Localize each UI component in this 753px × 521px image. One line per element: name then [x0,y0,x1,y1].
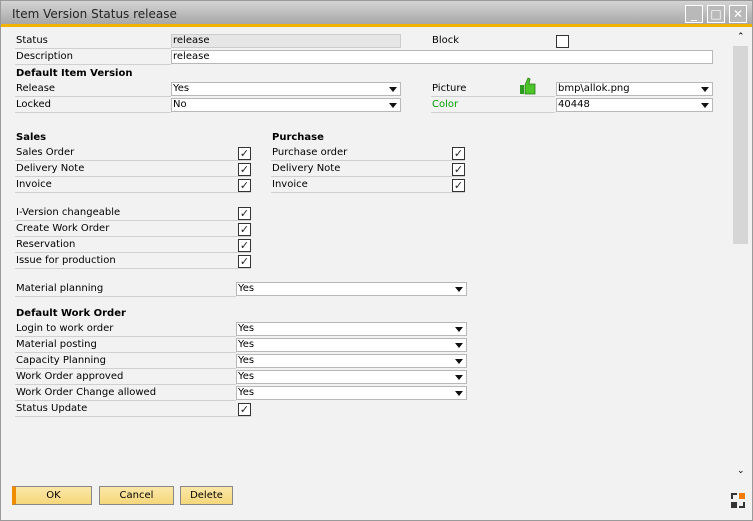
status-label: Status [15,33,171,49]
default-work-order-heading: Default Work Order [16,308,126,319]
option-checkbox[interactable]: ✓ [238,255,251,268]
status-update-label: Status Update [15,401,251,417]
chevron-down-icon [455,391,463,396]
description-input[interactable]: release [171,50,713,64]
material-planning-select[interactable]: Yes [236,282,467,296]
work-order-item-label: Work Order approved [15,369,236,385]
work-order-select[interactable]: Yes [236,370,467,384]
chevron-down-icon [389,87,397,92]
purchase-item-label: Delivery Note [271,161,465,177]
purchase-heading: Purchase [272,132,324,143]
maximize-button[interactable]: □ [707,5,725,23]
sales-checkbox[interactable]: ✓ [238,147,251,160]
color-value: 40448 [558,99,590,110]
chevron-down-icon [455,359,463,364]
picture-label: Picture [431,81,555,97]
material-planning-value: Yes [238,283,255,294]
color-label: Color [431,97,555,113]
work-order-select[interactable]: Yes [236,322,467,336]
sales-checkbox[interactable]: ✓ [238,163,251,176]
default-item-version-heading: Default Item Version [16,68,133,79]
option-label: Create Work Order [15,221,251,237]
work-order-select[interactable]: Yes [236,338,467,352]
description-label: Description [15,49,171,65]
locked-label: Locked [15,97,171,113]
sales-checkbox[interactable]: ✓ [238,179,251,192]
work-order-value: Yes [238,339,255,350]
purchase-item-label: Invoice [271,177,465,193]
picture-value: bmp\allok.png [558,83,630,94]
thumbs-up-icon [520,77,536,95]
option-checkbox[interactable]: ✓ [238,223,251,236]
material-planning-label: Material planning [15,281,236,297]
purchase-item-label: Purchase order [271,145,465,161]
scroll-up-icon[interactable]: ⌃ [737,32,745,42]
window-title: Item Version Status release [12,7,177,21]
chevron-down-icon [389,103,397,108]
ok-button[interactable]: OK [12,486,92,505]
chevron-down-icon [455,343,463,348]
title-bar[interactable]: Item Version Status release _ □ ✕ [1,1,752,27]
minimize-button[interactable]: _ [685,5,703,23]
work-order-value: Yes [238,371,255,382]
cancel-button[interactable]: Cancel [99,486,174,505]
sales-item-label: Sales Order [15,145,251,161]
chevron-down-icon [455,375,463,380]
purchase-checkbox[interactable]: ✓ [452,179,465,192]
work-order-item-label: Login to work order [15,321,236,337]
chevron-down-icon [701,87,709,92]
scroll-down-icon[interactable]: ⌄ [737,466,745,476]
option-label: Issue for production [15,253,251,269]
color-select[interactable]: 40448 [556,98,713,112]
resize-grip-icon[interactable] [730,492,746,508]
work-order-select[interactable]: Yes [236,354,467,368]
block-label: Block [432,35,460,46]
scrollbar-thumb[interactable] [733,46,748,244]
work-order-item-label: Capacity Planning [15,353,236,369]
work-order-value: Yes [238,355,255,366]
close-button[interactable]: ✕ [729,5,747,23]
option-checkbox[interactable]: ✓ [238,207,251,220]
work-order-select[interactable]: Yes [236,386,467,400]
status-field: release [171,34,401,48]
purchase-checkbox[interactable]: ✓ [452,147,465,160]
sales-item-label: Invoice [15,177,251,193]
locked-select[interactable]: No [171,98,401,112]
work-order-value: Yes [238,387,255,398]
sales-heading: Sales [16,132,47,143]
purchase-checkbox[interactable]: ✓ [452,163,465,176]
option-label: I-Version changeable [15,205,251,221]
status-update-checkbox[interactable]: ✓ [238,403,251,416]
release-value: Yes [173,83,190,94]
block-checkbox[interactable] [556,35,569,48]
option-label: Reservation [15,237,251,253]
work-order-item-label: Material posting [15,337,236,353]
chevron-down-icon [455,287,463,292]
option-checkbox[interactable]: ✓ [238,239,251,252]
release-select[interactable]: Yes [171,82,401,96]
work-order-value: Yes [238,323,255,334]
chevron-down-icon [701,103,709,108]
chevron-down-icon [455,327,463,332]
delete-button[interactable]: Delete [180,486,233,505]
work-order-item-label: Work Order Change allowed [15,385,236,401]
sales-item-label: Delivery Note [15,161,251,177]
release-label: Release [15,81,171,97]
locked-value: No [173,99,187,110]
picture-select[interactable]: bmp\allok.png [556,82,713,96]
